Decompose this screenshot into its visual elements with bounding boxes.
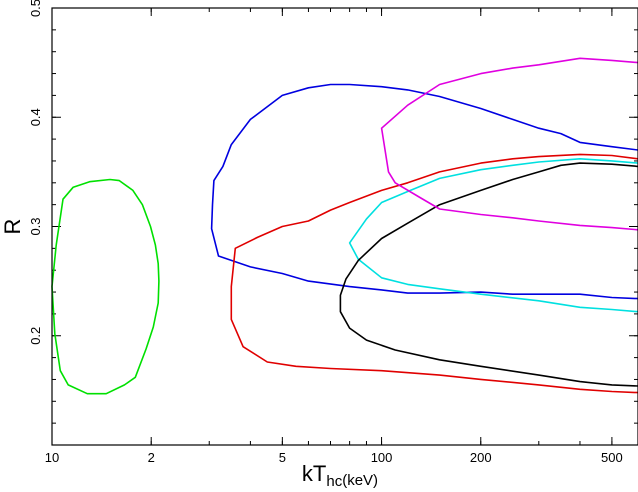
series-line-3	[230, 153, 638, 394]
x-tick-label: 500	[601, 450, 623, 465]
x-tick-label: 200	[470, 450, 492, 465]
y-axis-label: R	[0, 219, 25, 235]
x-tick-label: 5	[279, 450, 286, 465]
tick-labels: 10 2 5 100 200 500 0.2 0.3 0.4 0.5	[28, 0, 623, 465]
y-tick-label: 0.5	[28, 0, 43, 17]
tick-marks	[51, 7, 638, 446]
x-tick-label: 2	[148, 450, 155, 465]
x-tick-label: 10	[45, 450, 59, 465]
x-axis-label-suffix: (keV)	[342, 472, 378, 489]
series-line-6	[380, 57, 638, 231]
y-tick-label: 0.3	[28, 217, 43, 235]
series-line-1	[51, 178, 160, 395]
x-axis-label: kThc(keV)	[302, 461, 378, 490]
series-line-2	[210, 83, 638, 300]
series-group	[51, 57, 638, 395]
x-tick-label: 100	[371, 450, 393, 465]
y-tick-label: 0.4	[28, 108, 43, 126]
plot-frame	[51, 7, 638, 446]
x-axis-label-sub: hc	[326, 473, 342, 490]
y-tick-label: 0.2	[28, 327, 43, 345]
series-line-5	[339, 162, 638, 387]
x-axis-label-main: kT	[302, 461, 326, 486]
series-line-4	[348, 158, 638, 313]
